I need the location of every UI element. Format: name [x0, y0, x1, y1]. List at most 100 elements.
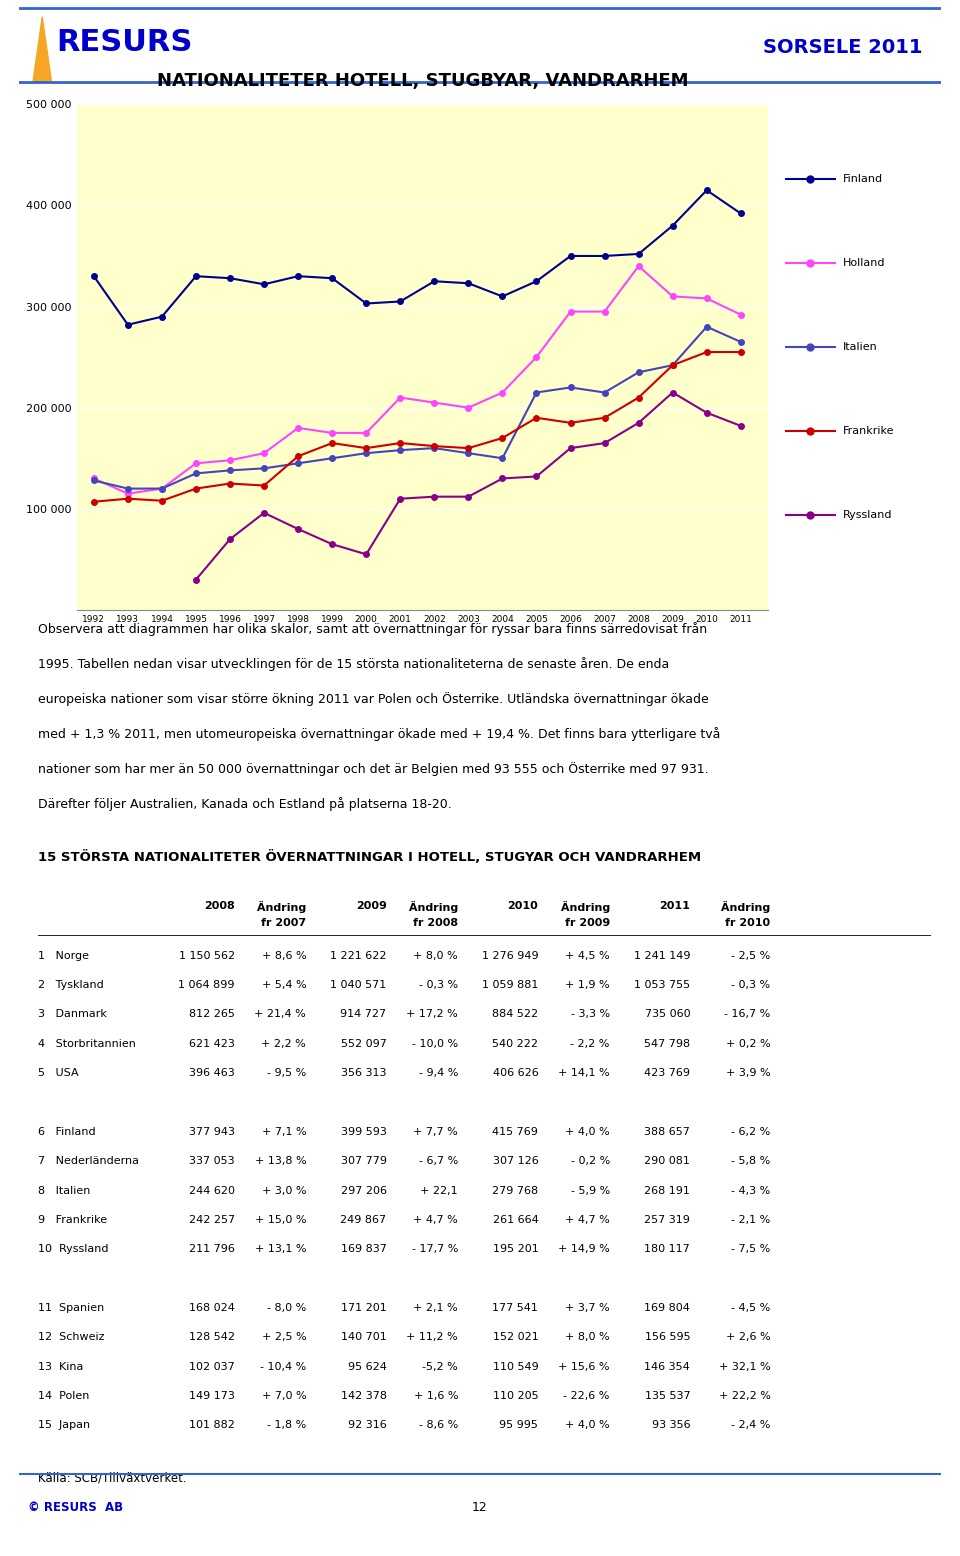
Holland	[395, 389, 406, 408]
Ryssland	[599, 434, 611, 453]
Ryssland	[633, 414, 644, 433]
Text: Ryssland: Ryssland	[843, 510, 893, 520]
Finland	[599, 247, 611, 266]
Text: NATIONALITETER HOTELL, STUGBYAR, VANDRARHEM: NATIONALITETER HOTELL, STUGBYAR, VANDRAR…	[156, 72, 688, 90]
Text: Därefter följer Australien, Kanada och Estland på platserna 18-20.: Därefter följer Australien, Kanada och E…	[38, 797, 452, 811]
Text: 249 867: 249 867	[341, 1215, 387, 1225]
Italien	[122, 479, 133, 498]
Text: © RESURS  AB: © RESURS AB	[29, 1502, 124, 1514]
Text: 142 378: 142 378	[341, 1391, 387, 1400]
Text: fr 2009: fr 2009	[564, 918, 610, 929]
Holland	[633, 257, 644, 275]
Text: RESURS: RESURS	[56, 28, 192, 58]
Ryssland	[531, 467, 542, 485]
Text: - 2,2 %: - 2,2 %	[570, 1039, 610, 1049]
Text: + 22,1: + 22,1	[420, 1186, 458, 1195]
Text: nationer som har mer än 50 000 övernattningar och det är Belgien med 93 555 och : nationer som har mer än 50 000 övernattn…	[38, 762, 709, 776]
Text: 1995. Tabellen nedan visar utvecklingen för de 15 största nationaliteterna de se: 1995. Tabellen nedan visar utvecklingen …	[38, 657, 670, 671]
Ryssland	[564, 439, 576, 457]
Italien	[293, 454, 304, 473]
Text: + 2,6 %: + 2,6 %	[726, 1332, 771, 1343]
Text: 128 542: 128 542	[189, 1332, 235, 1343]
Ryssland	[667, 383, 679, 401]
Text: + 7,0 %: + 7,0 %	[262, 1391, 306, 1400]
Text: 211 796: 211 796	[189, 1245, 235, 1254]
Text: 149 173: 149 173	[189, 1391, 235, 1400]
Holland	[88, 470, 100, 489]
Holland	[564, 302, 576, 321]
Text: 5   USA: 5 USA	[38, 1067, 79, 1078]
Finland	[463, 274, 474, 293]
Text: + 1,6 %: + 1,6 %	[414, 1391, 458, 1400]
Finland	[395, 293, 406, 311]
Text: + 15,0 %: + 15,0 %	[254, 1215, 306, 1225]
Text: - 17,7 %: - 17,7 %	[412, 1245, 458, 1254]
Text: - 4,5 %: - 4,5 %	[732, 1302, 771, 1313]
Text: 337 053: 337 053	[189, 1156, 235, 1165]
Holland	[735, 305, 747, 324]
Line: Finland: Finland	[91, 187, 744, 327]
Frankrike	[496, 429, 508, 448]
Text: 101 882: 101 882	[189, 1421, 235, 1430]
Frankrike	[225, 475, 236, 493]
Text: SORSELE 2011: SORSELE 2011	[763, 39, 923, 58]
Text: Ändring: Ändring	[409, 901, 458, 913]
Ryssland	[190, 571, 202, 590]
Text: 279 768: 279 768	[492, 1186, 539, 1195]
Finland	[667, 216, 679, 235]
Text: 8   Italien: 8 Italien	[38, 1186, 91, 1195]
Frankrike	[599, 409, 611, 428]
Holland	[599, 302, 611, 321]
Line: Italien: Italien	[91, 324, 744, 492]
Finland	[225, 269, 236, 288]
Text: 242 257: 242 257	[189, 1215, 235, 1225]
Finland	[633, 244, 644, 263]
Text: Finland: Finland	[843, 174, 883, 184]
Text: 4   Storbritannien: 4 Storbritannien	[38, 1039, 136, 1049]
Text: Italien: Italien	[843, 342, 877, 352]
Text: 12  Schweiz: 12 Schweiz	[38, 1332, 105, 1343]
Text: Holland: Holland	[843, 258, 885, 268]
Text: 2011: 2011	[660, 901, 690, 912]
Italien	[701, 317, 712, 336]
Text: 152 021: 152 021	[492, 1332, 539, 1343]
Text: - 9,4 %: - 9,4 %	[419, 1067, 458, 1078]
Text: 102 037: 102 037	[189, 1362, 235, 1372]
Italien	[156, 479, 168, 498]
Text: + 2,5 %: + 2,5 %	[262, 1332, 306, 1343]
Frankrike	[428, 437, 440, 456]
Finland	[735, 204, 747, 223]
Italien	[88, 471, 100, 490]
Italien	[633, 363, 644, 381]
Finland	[564, 247, 576, 266]
Text: 171 201: 171 201	[341, 1302, 387, 1313]
Finland	[156, 308, 168, 327]
Italien	[735, 333, 747, 352]
Text: 3   Danmark: 3 Danmark	[38, 1010, 108, 1019]
Text: Ändring: Ändring	[257, 901, 306, 913]
Text: 180 117: 180 117	[644, 1245, 690, 1254]
Frankrike	[258, 476, 270, 495]
Finland	[258, 275, 270, 294]
Text: 257 319: 257 319	[644, 1215, 690, 1225]
Finland	[496, 288, 508, 307]
Italien	[667, 356, 679, 375]
Frankrike	[735, 342, 747, 361]
Text: - 0,3 %: - 0,3 %	[419, 980, 458, 990]
Ryssland	[258, 504, 270, 523]
Text: + 4,7 %: + 4,7 %	[565, 1215, 610, 1225]
Text: Frankrike: Frankrike	[843, 426, 895, 436]
Text: 356 313: 356 313	[341, 1067, 387, 1078]
Text: 547 798: 547 798	[644, 1039, 690, 1049]
Text: 2   Tyskland: 2 Tyskland	[38, 980, 104, 990]
Frankrike	[326, 434, 338, 453]
Finland	[293, 268, 304, 286]
Holland	[428, 394, 440, 412]
Ryssland	[360, 545, 372, 563]
Ryssland	[496, 470, 508, 489]
Text: europeiska nationer som visar större ökning 2011 var Polen och Österrike. Utländ: europeiska nationer som visar större ökn…	[38, 692, 709, 706]
Text: - 1,8 %: - 1,8 %	[267, 1421, 306, 1430]
Holland	[326, 423, 338, 442]
Italien	[531, 383, 542, 401]
Text: - 7,5 %: - 7,5 %	[732, 1245, 771, 1254]
